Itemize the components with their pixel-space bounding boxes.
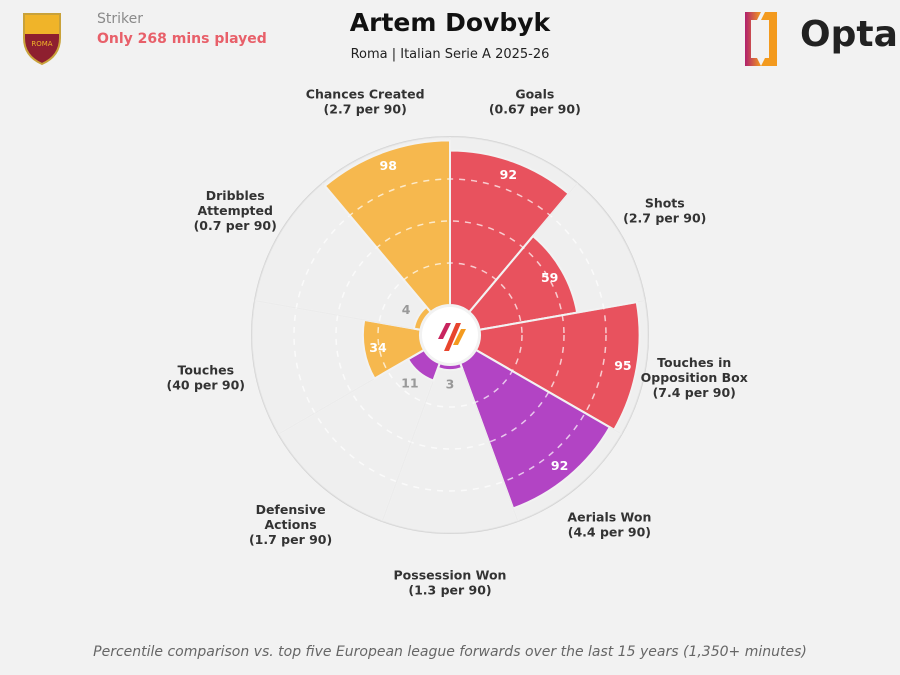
value-label: 11 <box>401 375 418 390</box>
minutes-note: Only 268 mins played <box>97 31 267 47</box>
category-label: Dribbles <box>206 188 265 203</box>
slice-divider <box>449 334 519 522</box>
slice-divider <box>449 334 622 435</box>
grid-circle <box>335 220 565 450</box>
category-label: (2.7 per 90) <box>324 101 407 116</box>
category-label: Touches <box>177 363 234 378</box>
roma-crest-logo: ROMA <box>23 13 61 66</box>
value-badge <box>366 339 389 356</box>
slice-bar <box>474 300 641 432</box>
category-label: Aerials Won <box>567 509 651 524</box>
footnote: Percentile comparison vs. top five Europ… <box>93 644 807 660</box>
value-label: 59 <box>541 270 558 285</box>
category-label: Goals <box>515 86 554 101</box>
category-label: (0.7 per 90) <box>194 218 277 233</box>
slice-divider <box>449 182 579 336</box>
page-subtitle: Roma | Italian Serie A 2025-26 <box>350 47 550 62</box>
value-badge <box>611 357 634 374</box>
category-label: (4.4 per 90) <box>568 524 651 539</box>
opta-wordmark: Opta <box>800 14 898 55</box>
page-title: Artem Dovbyk <box>349 8 551 37</box>
category-label: Actions <box>264 517 316 532</box>
value-label: 92 <box>551 458 568 473</box>
opta-mark-icon <box>438 323 451 339</box>
category-label: Shots <box>645 196 685 211</box>
value-badge <box>548 457 571 474</box>
slice-bar <box>361 318 426 380</box>
player-role: Striker <box>97 11 143 27</box>
slice-divider <box>278 334 451 435</box>
category-label: (0.67 per 90) <box>489 101 581 116</box>
category-label: Chances Created <box>306 86 425 101</box>
category-label: Touches in <box>657 355 731 370</box>
value-label: 34 <box>369 340 387 355</box>
value-label: 92 <box>500 167 517 182</box>
slice-bar <box>449 149 571 314</box>
category-label: Opposition Box <box>641 370 748 385</box>
value-badge <box>377 157 400 174</box>
svg-text:ROMA: ROMA <box>31 40 52 48</box>
category-label: Attempted <box>197 203 272 218</box>
category-label: (2.7 per 90) <box>623 211 706 226</box>
opta-mark-icon <box>453 329 466 345</box>
category-label: (1.3 per 90) <box>408 583 491 598</box>
value-badge <box>497 166 520 183</box>
slice-bar <box>436 361 464 371</box>
slice-divider <box>449 299 646 336</box>
category-label: Defensive <box>256 502 326 517</box>
category-label: Possession Won <box>394 568 507 583</box>
slice-divider <box>254 299 451 336</box>
value-label: 95 <box>614 358 631 373</box>
slice-divider <box>321 182 451 336</box>
value-label: 4 <box>402 302 411 317</box>
category-label: (7.4 per 90) <box>653 385 736 400</box>
slice-divider <box>381 334 451 522</box>
category-label: (1.7 per 90) <box>249 532 332 547</box>
opta-logo-icon <box>745 12 777 66</box>
value-badge <box>538 269 561 286</box>
category-label: (40 per 90) <box>167 378 246 393</box>
opta-mark-icon <box>444 323 461 351</box>
value-label: 3 <box>446 377 455 392</box>
slice-bar <box>323 139 451 314</box>
value-label: 98 <box>380 158 397 173</box>
center-circle <box>422 307 478 363</box>
slice-bar <box>467 234 579 331</box>
